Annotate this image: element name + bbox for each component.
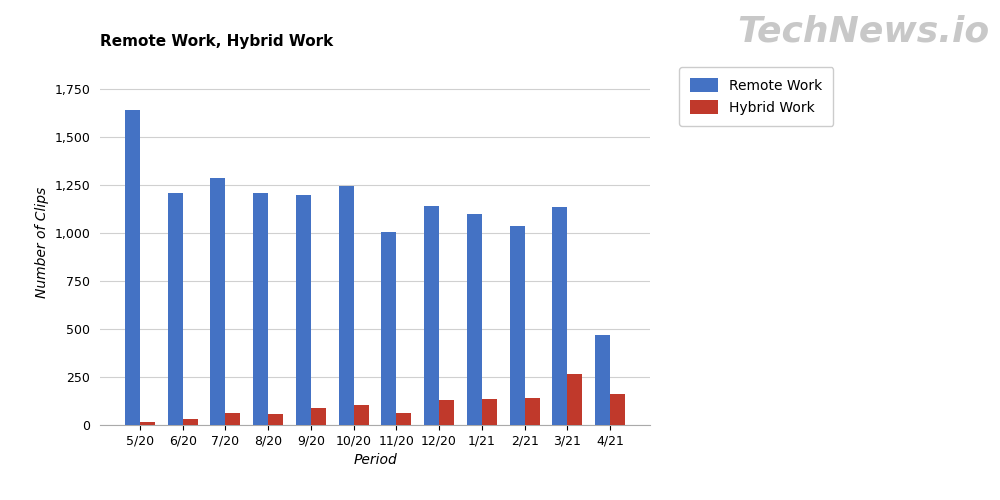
- Bar: [225, 414, 240, 425]
- Bar: [253, 192, 268, 425]
- Bar: [467, 214, 482, 425]
- Bar: [210, 178, 225, 425]
- X-axis label: Period: Period: [353, 454, 397, 468]
- Bar: [381, 232, 396, 425]
- Bar: [268, 414, 283, 425]
- Text: TechNews.io: TechNews.io: [738, 15, 990, 49]
- Bar: [595, 334, 610, 425]
- Bar: [354, 405, 369, 425]
- Bar: [510, 226, 525, 425]
- Legend: Remote Work, Hybrid Work: Remote Work, Hybrid Work: [679, 67, 833, 126]
- Bar: [339, 186, 354, 425]
- Bar: [168, 192, 183, 425]
- Bar: [296, 196, 311, 425]
- Bar: [525, 398, 540, 425]
- Bar: [610, 394, 625, 425]
- Bar: [183, 419, 198, 425]
- Bar: [567, 374, 582, 425]
- Bar: [482, 399, 497, 425]
- Y-axis label: Number of Clips: Number of Clips: [35, 187, 49, 298]
- Bar: [311, 408, 326, 425]
- Bar: [424, 206, 439, 425]
- Bar: [552, 207, 567, 425]
- Bar: [140, 422, 155, 425]
- Bar: [125, 110, 140, 425]
- Bar: [439, 400, 454, 425]
- Bar: [396, 412, 411, 425]
- Text: Remote Work, Hybrid Work: Remote Work, Hybrid Work: [100, 34, 333, 49]
